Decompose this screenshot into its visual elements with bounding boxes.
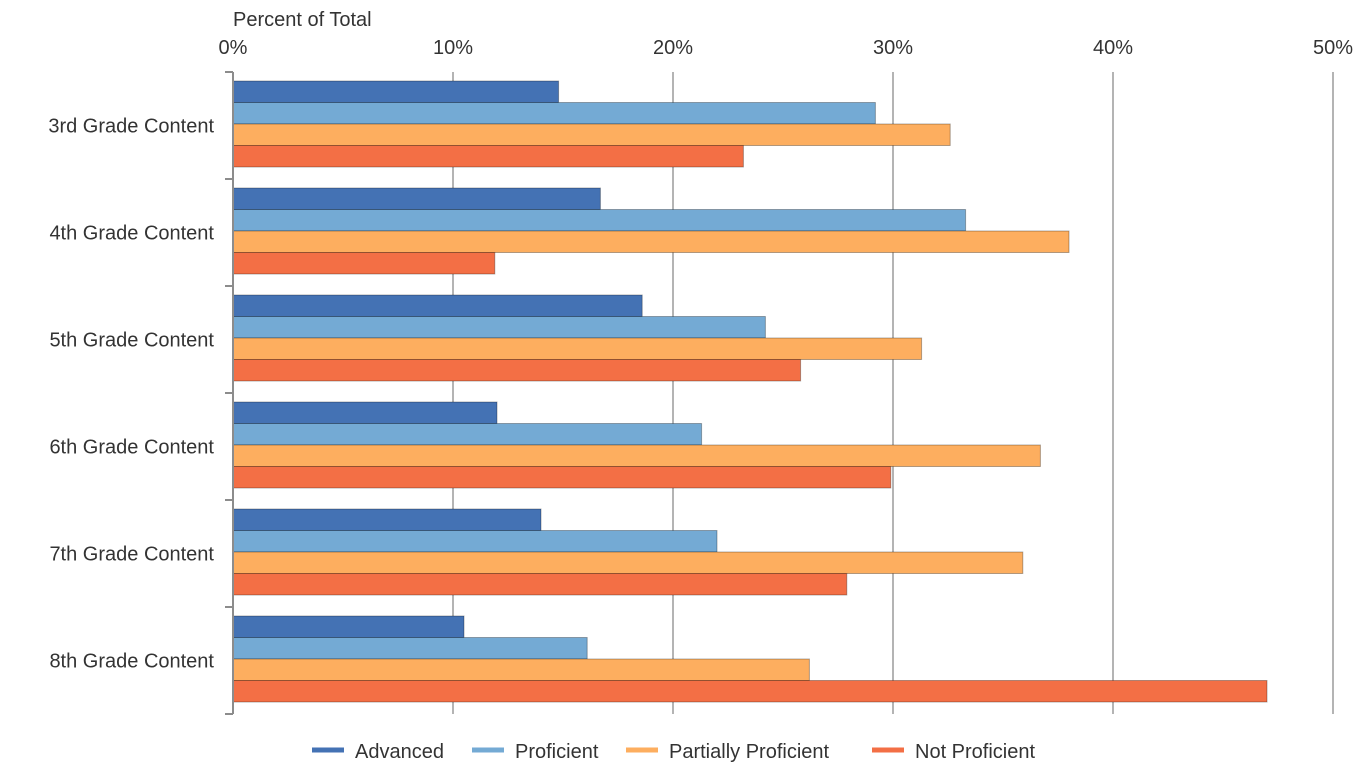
bar-proficient xyxy=(232,637,588,660)
x-tick-label: 10% xyxy=(433,37,473,59)
x-tick-label: 0% xyxy=(219,37,248,59)
y-tick-label: 6th Grade Content xyxy=(49,437,214,459)
x-tick-label: 30% xyxy=(873,37,913,59)
bar-proficient xyxy=(232,209,967,232)
bar-not-proficient xyxy=(232,145,744,168)
bar-proficient xyxy=(232,423,703,446)
y-tick-label: 5th Grade Content xyxy=(49,330,214,352)
y-tick-label: 4th Grade Content xyxy=(49,223,214,245)
bar-partially-proficient xyxy=(232,551,1024,574)
bar-advanced xyxy=(232,187,601,210)
x-tick-labels: 0% 10% 20% 30% 40% 50% xyxy=(219,37,1354,59)
x-tick-label: 20% xyxy=(653,37,693,59)
y-tick-label: 8th Grade Content xyxy=(49,651,214,673)
bar-partially-proficient xyxy=(232,444,1041,467)
bar-not-proficient xyxy=(232,466,892,489)
legend-label: Partially Proficient xyxy=(669,741,830,763)
bar-advanced xyxy=(232,615,465,638)
x-tick-label: 40% xyxy=(1093,37,1133,59)
bar-partially-proficient xyxy=(232,658,810,681)
bar-advanced xyxy=(232,401,498,424)
bars-group xyxy=(232,80,1268,703)
bar-advanced xyxy=(232,294,643,317)
bar-not-proficient xyxy=(232,573,848,596)
grid-lines xyxy=(452,72,1334,714)
y-tick-label: 3rd Grade Content xyxy=(48,116,214,138)
x-axis-label: Percent of Total xyxy=(233,9,372,31)
legend: Advanced Proficient Partially Proficient No… xyxy=(312,741,1035,763)
legend-label: Not Proficient xyxy=(915,741,1035,763)
legend-label: Proficient xyxy=(515,741,599,763)
bar-not-proficient xyxy=(232,359,802,382)
bar-advanced xyxy=(232,80,560,103)
bar-partially-proficient xyxy=(232,337,923,360)
bar-not-proficient xyxy=(232,680,1268,703)
bar-not-proficient xyxy=(232,252,496,275)
bar-proficient xyxy=(232,102,876,125)
y-tick-label: 7th Grade Content xyxy=(49,544,214,566)
x-tick-label: 50% xyxy=(1313,37,1353,59)
legend-label: Advanced xyxy=(355,741,444,763)
axes-group xyxy=(225,71,234,715)
bar-proficient xyxy=(232,316,766,339)
bar-partially-proficient xyxy=(232,123,951,146)
bar-partially-proficient xyxy=(232,230,1070,253)
bar-proficient xyxy=(232,530,718,553)
y-tick-labels: 3rd Grade Content 4th Grade Content 5th Gr… xyxy=(48,116,214,673)
bar-advanced xyxy=(232,508,542,531)
